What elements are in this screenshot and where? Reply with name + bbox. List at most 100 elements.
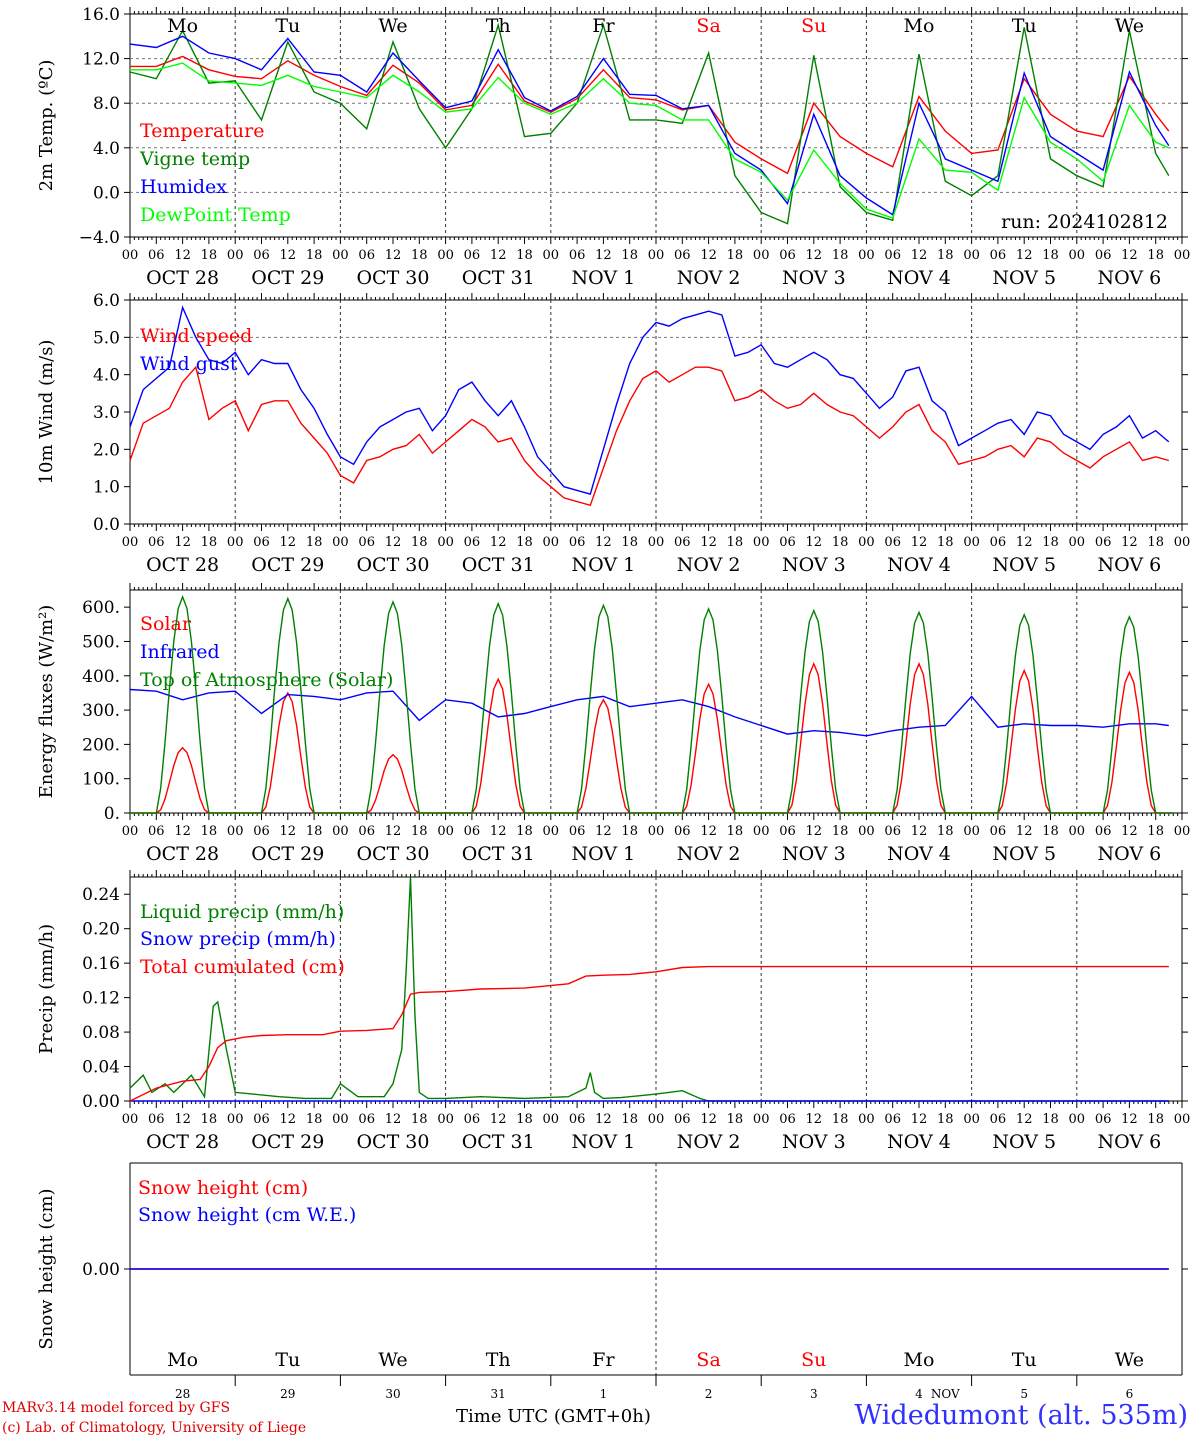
date-label: NOV 3: [782, 843, 846, 865]
y-tick-label: 0.20: [82, 920, 120, 940]
hour-tick-label: 00: [437, 535, 454, 550]
y-tick-label: 12.0: [82, 50, 120, 70]
bottom-weekday-label: Tu: [275, 1349, 300, 1371]
hour-tick-label: 00: [122, 1112, 139, 1127]
hour-tick-label: 06: [990, 248, 1007, 263]
hour-tick-label: 12: [700, 535, 717, 550]
series-line: [129, 965, 1169, 1102]
hour-tick-label: 06: [779, 824, 796, 839]
credit-line-1: MARv3.14 model forced by GFS: [2, 1400, 231, 1416]
hour-tick-label: 00: [753, 1112, 770, 1127]
hour-tick-label: 06: [990, 824, 1007, 839]
hour-tick-label: 12: [385, 824, 402, 839]
series-line: [130, 594, 1174, 814]
bottom-day-number: 2: [705, 1387, 713, 1400]
bottom-weekday-label: Th: [486, 1349, 511, 1371]
hour-tick-label: 00: [543, 535, 560, 550]
hour-tick-label: 06: [253, 824, 270, 839]
hour-tick-label: 12: [1016, 535, 1033, 550]
hour-tick-label: 06: [779, 1112, 796, 1127]
weekday-label: Tu: [275, 15, 300, 37]
hour-tick-label: 18: [621, 824, 638, 839]
series-line: [129, 305, 1170, 495]
hour-tick-label: 06: [674, 824, 691, 839]
series-line: [130, 55, 1170, 175]
y-tick-label: −4.0: [79, 228, 120, 248]
hour-tick-label: 18: [1147, 1112, 1164, 1127]
date-label: NOV 4: [887, 1131, 951, 1153]
hour-tick-label: 12: [806, 824, 823, 839]
hour-tick-label: 00: [122, 824, 139, 839]
hour-tick-label: 00: [227, 824, 244, 839]
bottom-day-number: 5: [1020, 1387, 1028, 1400]
hour-tick-label: 00: [543, 248, 560, 263]
hour-tick-label: 18: [832, 248, 849, 263]
hour-tick-label: 12: [1121, 248, 1138, 263]
hour-tick-label: 18: [306, 535, 323, 550]
y-tick-label: 3.0: [93, 403, 120, 423]
date-label: OCT 30: [356, 267, 429, 289]
hour-tick-label: 00: [437, 824, 454, 839]
y-tick-label: 8.0: [93, 94, 120, 114]
date-label: OCT 29: [251, 554, 324, 576]
hour-tick-label: 18: [621, 535, 638, 550]
plot-frame: [129, 589, 1183, 814]
bottom-weekday-label: Mo: [904, 1349, 935, 1371]
hour-tick-label: 00: [122, 535, 139, 550]
hour-tick-label: 06: [464, 824, 481, 839]
hour-tick-label: 12: [806, 1112, 823, 1127]
date-label: NOV 4: [887, 554, 951, 576]
y-axis-label: 10m Wind (m/s): [36, 340, 57, 485]
hour-tick-label: 12: [280, 248, 297, 263]
hour-tick-label: 00: [1174, 824, 1191, 839]
hour-tick-label: 06: [253, 535, 270, 550]
hour-tick-label: 12: [174, 1112, 191, 1127]
y-axis-label: Precip (mm/h): [36, 924, 57, 1054]
hour-tick-label: 12: [1121, 535, 1138, 550]
weekday-label: We: [378, 15, 407, 37]
y-tick-label: 0.00: [82, 1260, 120, 1280]
date-label: NOV 6: [1098, 843, 1162, 865]
bottom-weekday-label: We: [378, 1349, 407, 1371]
hour-tick-label: 06: [148, 535, 165, 550]
date-label: OCT 29: [251, 1131, 324, 1153]
legend-entry: Vigne temp: [139, 148, 250, 170]
y-tick-label: 0.16: [82, 954, 120, 974]
date-label: OCT 31: [462, 1131, 535, 1153]
hour-tick-label: 12: [490, 824, 507, 839]
hour-tick-label: 06: [674, 1112, 691, 1127]
hour-tick-label: 12: [911, 535, 928, 550]
hour-tick-label: 00: [543, 1112, 560, 1127]
hour-tick-label: 18: [727, 824, 744, 839]
hour-tick-label: 00: [963, 248, 980, 263]
hour-tick-label: 00: [1069, 248, 1086, 263]
hour-tick-label: 06: [884, 248, 901, 263]
hour-tick-label: 00: [648, 824, 665, 839]
legend-entry: Snow height (cm W.E.): [138, 1204, 356, 1226]
legend-entry: Infrared: [140, 641, 220, 663]
hour-tick-label: 00: [227, 1112, 244, 1127]
date-label: NOV 3: [782, 267, 846, 289]
hour-tick-label: 12: [174, 535, 191, 550]
bottom-day-number: 31: [491, 1387, 506, 1400]
date-label: NOV 5: [992, 267, 1056, 289]
date-label: NOV 4: [887, 267, 951, 289]
hour-tick-label: 18: [1147, 824, 1164, 839]
hour-tick-label: 12: [490, 535, 507, 550]
hour-tick-label: 18: [201, 1112, 218, 1127]
hour-tick-label: 18: [1042, 824, 1059, 839]
hour-tick-label: 12: [595, 535, 612, 550]
date-label: OCT 29: [251, 267, 324, 289]
hour-tick-label: 18: [1147, 248, 1164, 263]
hour-tick-label: 00: [858, 248, 875, 263]
date-label: NOV 1: [572, 1131, 636, 1153]
hour-tick-label: 12: [174, 248, 191, 263]
hour-tick-label: 06: [148, 248, 165, 263]
date-label: NOV 2: [677, 843, 741, 865]
bottom-day-number: 28: [175, 1387, 190, 1400]
hour-tick-label: 00: [648, 535, 665, 550]
hour-tick-label: 00: [332, 248, 349, 263]
y-tick-label: 5.0: [93, 328, 120, 348]
hour-tick-label: 06: [1095, 824, 1112, 839]
y-tick-label: 400.: [82, 667, 120, 687]
